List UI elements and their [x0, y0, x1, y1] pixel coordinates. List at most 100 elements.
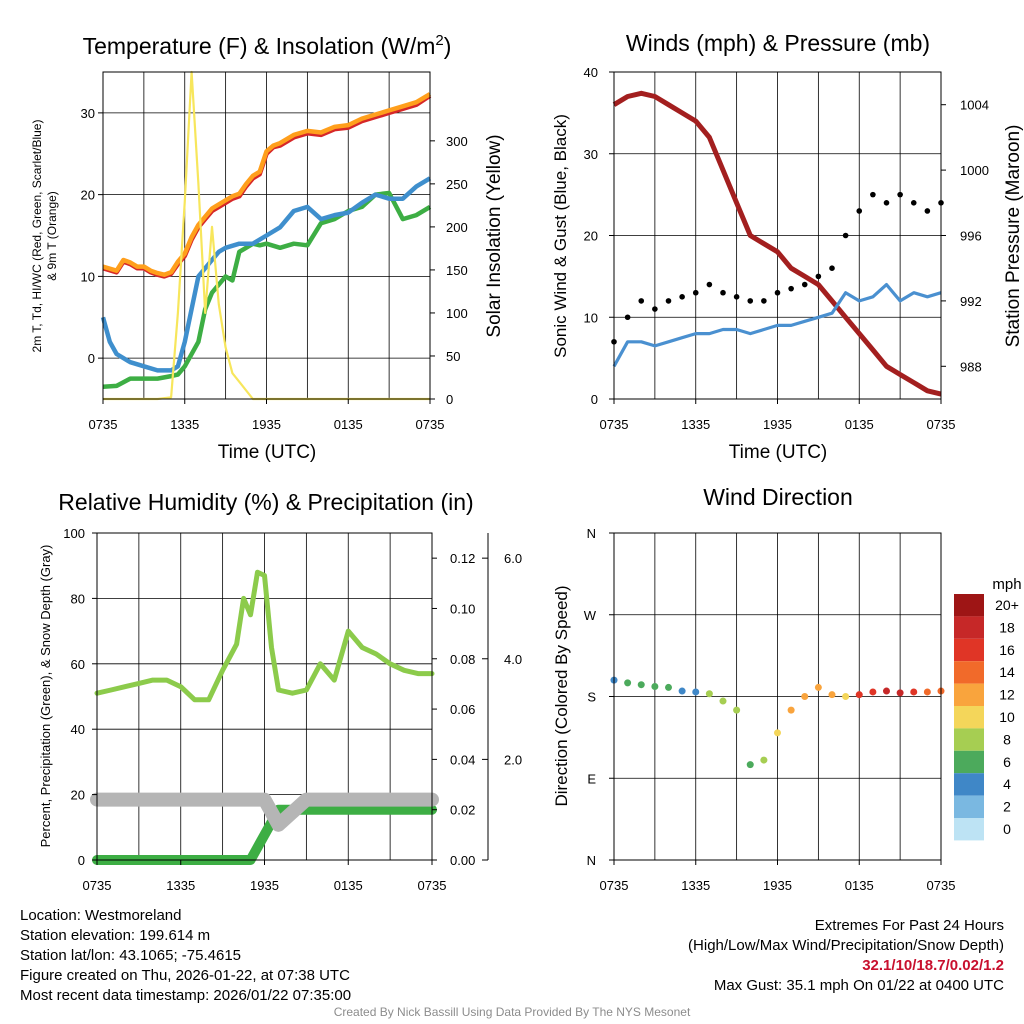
credit-line: Created By Nick Bassill Using Data Provi… — [333, 1005, 691, 1019]
temperature-x-axis-label: Time (UTC) — [218, 442, 317, 463]
winds-ticks: 0735 1335 1935 0135 073501020304098899299610… — [584, 65, 989, 432]
series-snow-depth — [90, 792, 439, 832]
gust-point — [801, 281, 808, 288]
x-tick-label: 0135 — [845, 878, 874, 893]
temperature-series — [100, 70, 432, 401]
station-location: Location: Westmoreland — [20, 907, 182, 924]
x-tick-label: 1335 — [170, 417, 199, 432]
extremes-info: Extremes For Past 24 Hours (High/Low/Max… — [688, 916, 1004, 996]
gust-point — [774, 289, 781, 296]
y-left-tick-label: 30 — [584, 147, 598, 162]
direction-point — [705, 690, 713, 698]
series-sonic-wind — [612, 283, 942, 368]
y-tick-label: W — [584, 608, 597, 623]
series-relative-humidity — [94, 569, 435, 703]
y-left-tick-label: 10 — [584, 310, 598, 325]
direction-point — [665, 683, 672, 691]
y-left-tick-label: 30 — [81, 106, 95, 121]
gust-point — [624, 314, 631, 321]
y-left-tick-label: 40 — [584, 65, 598, 80]
gust-point — [761, 298, 767, 304]
series-9m-t — [102, 92, 432, 277]
direction-point — [637, 681, 645, 689]
legend-title: mph — [992, 576, 1021, 593]
legend-swatch — [954, 750, 984, 774]
direction-point — [760, 756, 768, 764]
legend-label: 0 — [1003, 821, 1011, 837]
direction-point — [855, 691, 863, 699]
precip-tick-label: 0.12 — [450, 551, 475, 566]
direction-point — [746, 761, 754, 769]
x-tick-label: 1935 — [763, 878, 792, 893]
winds-x-axis-label: Time (UTC) — [729, 442, 828, 463]
winds-y-axis-label: Sonic Wind & Gust (Blue, Black) — [551, 114, 570, 358]
station-latlon: Station lat/lon: 43.1065; -75.4615 — [20, 947, 242, 964]
legend-swatch — [954, 773, 984, 796]
y-right-tick-label: 992 — [960, 294, 982, 309]
y-left-tick-label: 20 — [584, 229, 598, 244]
y-left-tick-label: 10 — [81, 269, 95, 284]
gust-point — [870, 191, 876, 198]
precip-tick-label: 0.06 — [450, 702, 475, 717]
direction-point — [651, 683, 659, 691]
wind-direction-panel: Wind Direction Direction (Colored By Spe… — [552, 484, 1022, 893]
y-right-tick-label: 0 — [446, 392, 453, 407]
gust-point — [665, 298, 672, 304]
y-right-tick-label: 1004 — [960, 98, 989, 113]
pressure-y-axis-label: Station Pressure (Maroon) — [1003, 125, 1024, 348]
legend-swatch — [954, 594, 984, 617]
gust-point — [720, 289, 726, 296]
gust-point — [788, 285, 794, 292]
y-right-tick-label: 50 — [446, 349, 460, 364]
x-tick-label: 1335 — [681, 878, 710, 893]
y-left-tick-label: 20 — [71, 788, 85, 803]
winds-gridlines — [614, 71, 941, 400]
winds-pressure-panel: Winds (mph) & Pressure (mb) Time (UTC) S… — [551, 30, 1024, 463]
direction-point — [774, 729, 781, 737]
y-right-tick-label: 200 — [446, 220, 468, 235]
humidity-plot-frame — [96, 532, 433, 861]
station-elevation: Station elevation: 199.614 m — [20, 927, 211, 944]
y-right-tick-label: 250 — [446, 177, 468, 192]
gust-point — [897, 191, 903, 198]
series-station-pressure — [612, 90, 942, 397]
direction-points — [610, 676, 945, 769]
direction-point — [692, 688, 700, 696]
gust-point — [706, 281, 713, 288]
x-tick-label: 0735 — [418, 878, 447, 893]
legend-swatch — [954, 728, 984, 751]
gust-point — [924, 208, 931, 214]
y-left-tick-label: 20 — [81, 188, 95, 203]
snow-tick-label: 2.0 — [504, 752, 522, 767]
legend-swatch — [954, 616, 984, 639]
y-tick-label: N — [587, 526, 596, 541]
y-left-tick-label: 40 — [71, 722, 85, 737]
legend-label: 2 — [1003, 799, 1011, 815]
temperature-ticks: 0735 1335 1935 0135 073501020300501001502002… — [81, 106, 468, 432]
temperature-y-axis-label-line2: & 9m T (Orange) — [45, 191, 59, 281]
x-tick-label: 1935 — [763, 417, 792, 432]
direction-plot-frame — [613, 532, 942, 861]
solar-y-axis-label: Solar Insolation (Yellow) — [484, 134, 505, 337]
snow-tick-label: 6.0 — [504, 551, 522, 566]
legend-label: 8 — [1003, 731, 1011, 747]
direction-point — [923, 688, 931, 696]
temperature-plot-frame — [102, 71, 431, 400]
gust-point — [856, 208, 863, 214]
direction-point — [678, 687, 686, 695]
x-tick-label: 0735 — [600, 878, 629, 893]
x-tick-label: 0735 — [600, 417, 629, 432]
most-recent-timestamp: Most recent data timestamp: 2026/01/22 0… — [20, 987, 352, 1004]
direction-y-axis-label: Direction (Colored By Speed) — [552, 585, 571, 806]
direction-point — [828, 691, 836, 699]
temperature-panel-title: Temperature (F) & Insolation (W/m2) — [83, 32, 452, 59]
snow-tick-label: 4.0 — [504, 652, 522, 667]
temperature-insolation-panel: Temperature (F) & Insolation (W/m2) Time… — [30, 32, 505, 463]
direction-ticks: 0735 1335 1935 0135 0735 N E S W N — [584, 526, 956, 893]
series-solar — [103, 70, 430, 401]
legend-swatch — [954, 638, 984, 662]
x-tick-label: 1935 — [250, 878, 279, 893]
gust-point — [679, 294, 685, 300]
y-left-tick-label: 0 — [78, 853, 85, 868]
